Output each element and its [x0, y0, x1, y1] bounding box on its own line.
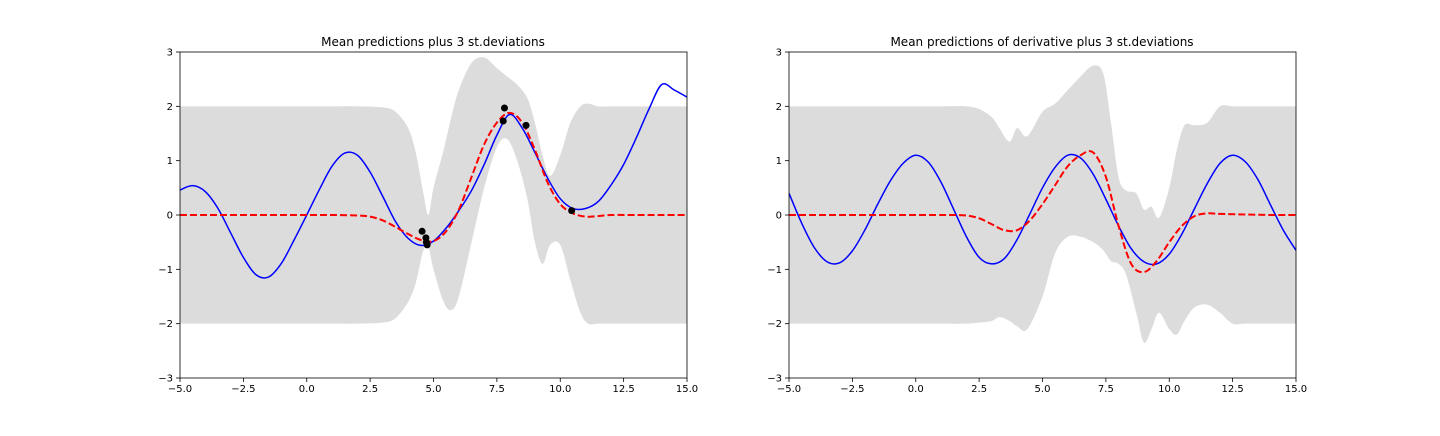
right-y-tick-label: 2: [776, 102, 782, 113]
left-x-tick-label: 0.0: [299, 384, 315, 395]
left-observation-point: [568, 207, 576, 215]
right-y-tick-label: −1: [767, 265, 782, 276]
left-true-function-line: [180, 83, 687, 279]
right-x-tick-label: 5.0: [1035, 384, 1051, 395]
left-x-tick-label: 15.0: [676, 384, 698, 395]
left-observation-point: [499, 117, 507, 125]
left-x-tick-label: 7.5: [489, 384, 505, 395]
right-x-tick-label: 0.0: [908, 384, 924, 395]
left-x-tick-label: −5.0: [168, 384, 192, 395]
right-mean-prediction-line: [789, 150, 1296, 274]
right-chart-panel: Mean predictions of derivative plus 3 st…: [767, 35, 1307, 395]
left-y-tick-label: 0: [167, 211, 173, 222]
left-x-tick-label: 5.0: [426, 384, 442, 395]
right-y-tick-label: −2: [767, 319, 782, 330]
left-y-tick-label: −3: [158, 374, 173, 385]
right-x-tick-label: 15.0: [1285, 384, 1307, 395]
left-observation-point: [418, 227, 426, 235]
left-confidence-band: [180, 57, 687, 325]
left-x-tick-label: 12.5: [612, 384, 634, 395]
right-y-tick-label: 3: [776, 48, 782, 59]
right-y-tick-label: 1: [776, 156, 782, 167]
right-y-tick-label: 0: [776, 211, 782, 222]
right-y-tick-label: −3: [767, 374, 782, 385]
left-y-tick-label: 3: [167, 48, 173, 59]
right-confidence-band: [789, 65, 1296, 344]
left-x-tick-label: 2.5: [362, 384, 378, 395]
left-plot-area: [180, 57, 687, 325]
right-true-function-line: [789, 153, 1296, 266]
right-x-tick-label: −5.0: [777, 384, 801, 395]
left-mean-prediction-line: [180, 111, 687, 243]
right-plot-area: [789, 65, 1296, 344]
right-x-tick-label: 12.5: [1221, 384, 1243, 395]
left-y-tick-label: −2: [158, 319, 173, 330]
left-y-tick-label: 2: [167, 102, 173, 113]
right-x-tick-label: 7.5: [1098, 384, 1114, 395]
left-observation-point: [500, 104, 508, 112]
right-x-tick-label: −2.5: [840, 384, 864, 395]
left-observation-point: [423, 241, 431, 249]
right-x-tick-label: 2.5: [971, 384, 987, 395]
left-y-tick-label: −1: [158, 265, 173, 276]
left-x-tick-label: 10.0: [549, 384, 571, 395]
right-chart-title: Mean predictions of derivative plus 3 st…: [890, 35, 1193, 49]
left-chart-title: Mean predictions plus 3 st.deviations: [321, 35, 545, 49]
right-x-tick-label: 10.0: [1158, 384, 1180, 395]
left-y-tick-label: 1: [167, 156, 173, 167]
left-x-tick-label: −2.5: [231, 384, 255, 395]
left-observation-point: [522, 121, 530, 129]
left-chart-panel: Mean predictions plus 3 st.deviations −5…: [158, 35, 698, 395]
